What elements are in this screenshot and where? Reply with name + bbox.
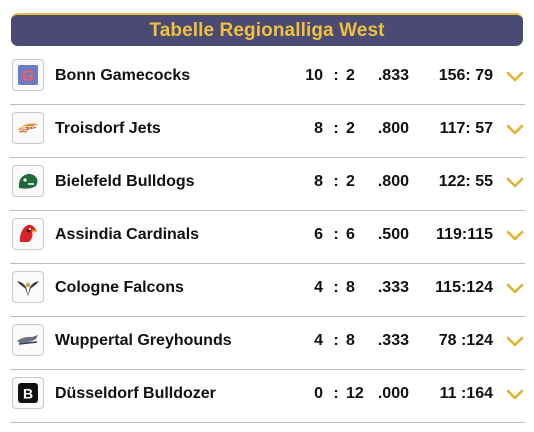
wins: 0 bbox=[314, 385, 323, 402]
losses: 8 bbox=[346, 279, 355, 296]
points: 78 :124 bbox=[438, 332, 493, 349]
falcons-logo-icon bbox=[12, 271, 44, 303]
losses: 2 bbox=[346, 120, 355, 137]
standings-table: G Bonn Gamecocks 10 : 2 .833 156: 79 JET… bbox=[10, 52, 525, 423]
losses: 2 bbox=[346, 173, 355, 190]
record-separator: : bbox=[333, 120, 339, 137]
win-percentage: .800 bbox=[377, 173, 409, 190]
win-percentage: .833 bbox=[377, 67, 409, 84]
bulldozer-logo-icon: B bbox=[12, 377, 44, 409]
team-name: Bonn Gamecocks bbox=[55, 67, 191, 84]
points: 119:115 bbox=[436, 226, 493, 243]
record-separator: : bbox=[333, 279, 339, 296]
record-separator: : bbox=[333, 67, 339, 84]
record-separator: : bbox=[333, 173, 339, 190]
table-row[interactable]: Bielefeld Bulldogs 8 : 2 .800 122: 55 bbox=[10, 158, 525, 211]
wins: 8 bbox=[314, 173, 323, 190]
chevron-down-icon[interactable] bbox=[505, 69, 525, 83]
team-name: Troisdorf Jets bbox=[55, 120, 161, 137]
gamecocks-logo-icon: G bbox=[12, 59, 44, 91]
wins: 6 bbox=[314, 226, 323, 243]
bulldogs-logo-icon bbox=[12, 165, 44, 197]
losses: 12 bbox=[346, 385, 364, 402]
win-percentage: .800 bbox=[377, 120, 409, 137]
svg-text:B: B bbox=[23, 386, 33, 402]
points: 122: 55 bbox=[438, 173, 493, 190]
win-percentage: .500 bbox=[377, 226, 409, 243]
win-percentage: .333 bbox=[377, 332, 409, 349]
team-name: Bielefeld Bulldogs bbox=[55, 173, 195, 190]
wins: 10 bbox=[305, 67, 323, 84]
record-separator: : bbox=[333, 332, 339, 349]
wins: 4 bbox=[314, 332, 323, 349]
team-name: Cologne Falcons bbox=[55, 279, 184, 296]
points: 117: 57 bbox=[439, 120, 493, 137]
losses: 8 bbox=[346, 332, 355, 349]
wins: 8 bbox=[314, 120, 323, 137]
losses: 2 bbox=[346, 67, 355, 84]
points: 11 :164 bbox=[439, 385, 493, 402]
svg-text:JETS: JETS bbox=[19, 126, 37, 133]
svg-text:G: G bbox=[22, 68, 34, 85]
win-percentage: .333 bbox=[377, 279, 409, 296]
points: 156: 79 bbox=[438, 67, 493, 84]
chevron-down-icon[interactable] bbox=[505, 228, 525, 242]
team-name: Düsseldorf Bulldozer bbox=[55, 385, 216, 402]
table-row[interactable]: Cologne Falcons 4 : 8 .333 115:124 bbox=[10, 264, 525, 317]
jets-logo-icon: JETS bbox=[12, 112, 44, 144]
record-separator: : bbox=[333, 385, 339, 402]
points: 115:124 bbox=[435, 279, 493, 296]
win-percentage: .000 bbox=[377, 385, 409, 402]
chevron-down-icon[interactable] bbox=[505, 334, 525, 348]
table-row[interactable]: JETS Troisdorf Jets 8 : 2 .800 117: 57 bbox=[10, 105, 525, 158]
table-row[interactable]: Assindia Cardinals 6 : 6 .500 119:115 bbox=[10, 211, 525, 264]
team-name: Wuppertal Greyhounds bbox=[55, 332, 232, 349]
wins: 4 bbox=[314, 279, 323, 296]
standings-header: Tabelle Regionalliga West bbox=[11, 13, 523, 46]
chevron-down-icon[interactable] bbox=[505, 175, 525, 189]
table-row[interactable]: G Bonn Gamecocks 10 : 2 .833 156: 79 bbox=[10, 52, 525, 105]
record-separator: : bbox=[333, 226, 339, 243]
table-row[interactable]: B Düsseldorf Bulldozer 0 : 12 .000 11 :1… bbox=[10, 370, 525, 423]
table-row[interactable]: Wuppertal Greyhounds 4 : 8 .333 78 :124 bbox=[10, 317, 525, 370]
losses: 6 bbox=[346, 226, 355, 243]
chevron-down-icon[interactable] bbox=[505, 281, 525, 295]
standings-title: Tabelle Regionalliga West bbox=[149, 19, 385, 41]
chevron-down-icon[interactable] bbox=[505, 387, 525, 401]
team-name: Assindia Cardinals bbox=[55, 226, 200, 243]
chevron-down-icon[interactable] bbox=[505, 122, 525, 136]
greyhounds-logo-icon bbox=[12, 324, 44, 356]
cardinals-logo-icon bbox=[12, 218, 44, 250]
